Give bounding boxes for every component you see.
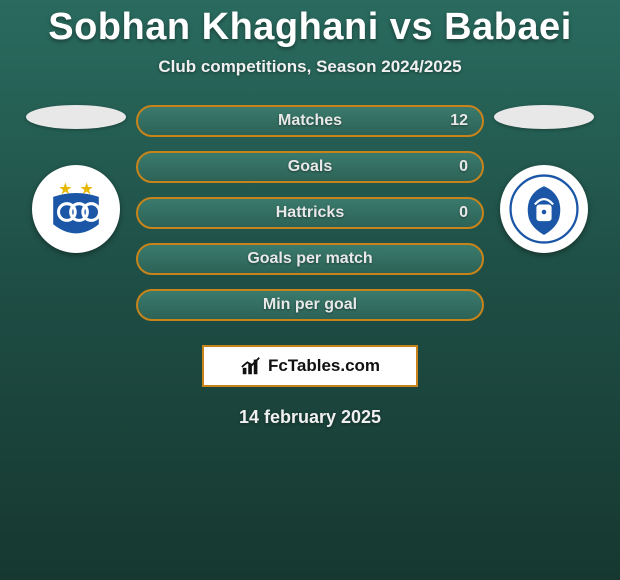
- stat-row-goals: Goals 0: [136, 151, 484, 183]
- club-crest-left-icon: [38, 171, 114, 247]
- stat-label: Goals per match: [247, 250, 372, 268]
- player-left-column: [16, 105, 136, 253]
- player-left-badge: [32, 165, 120, 253]
- bar-chart-icon: [240, 355, 262, 377]
- stat-row-min-per-goal: Min per goal: [136, 289, 484, 321]
- stat-label: Min per goal: [263, 296, 357, 314]
- player-right-name-pill: [494, 105, 594, 129]
- page-title: Sobhan Khaghani vs Babaei: [0, 0, 620, 49]
- club-crest-right-icon: [506, 171, 582, 247]
- stat-row-goals-per-match: Goals per match: [136, 243, 484, 275]
- comparison-panel: Matches 12 Goals 0 Hattricks 0 Goals per…: [0, 105, 620, 321]
- player-right-badge: [500, 165, 588, 253]
- player-left-name-pill: [26, 105, 126, 129]
- stats-list: Matches 12 Goals 0 Hattricks 0 Goals per…: [136, 105, 484, 321]
- stat-row-matches: Matches 12: [136, 105, 484, 137]
- stat-label: Matches: [278, 112, 342, 130]
- stat-right-value: 12: [450, 112, 468, 130]
- date-label: 14 february 2025: [0, 407, 620, 428]
- page-subtitle: Club competitions, Season 2024/2025: [0, 57, 620, 77]
- stat-right-value: 0: [459, 204, 468, 222]
- stat-label: Hattricks: [276, 204, 344, 222]
- player-right-column: [484, 105, 604, 253]
- stat-label: Goals: [288, 158, 332, 176]
- stat-right-value: 0: [459, 158, 468, 176]
- branding[interactable]: FcTables.com: [202, 345, 418, 387]
- branding-label: FcTables.com: [268, 356, 380, 376]
- stat-row-hattricks: Hattricks 0: [136, 197, 484, 229]
